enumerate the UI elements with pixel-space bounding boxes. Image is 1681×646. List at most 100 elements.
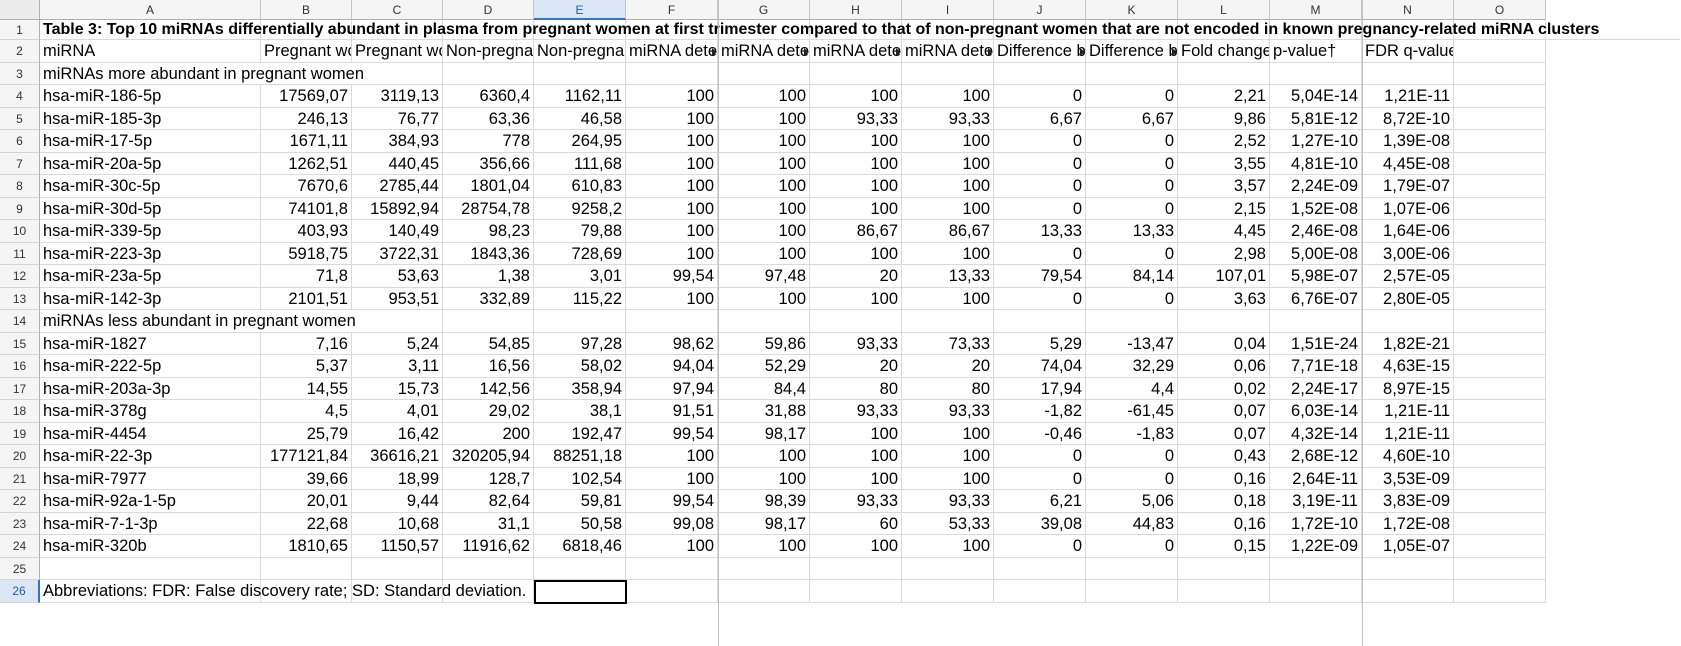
data-cell[interactable]: 98,62 [626,332,718,355]
data-cell[interactable]: 0 [1086,287,1178,310]
mirna-name[interactable]: hsa-miR-339-5p [40,220,261,243]
row-header-1[interactable]: 1 [0,20,40,40]
data-cell[interactable]: 1,39E-08 [1362,130,1454,153]
data-cell[interactable]: 94,04 [626,355,718,378]
grid-cell[interactable] [1454,287,1546,310]
grid-cell[interactable] [1086,557,1178,580]
data-cell[interactable]: 0,02 [1178,377,1270,400]
data-cell[interactable]: 9,86 [1178,107,1270,130]
data-cell[interactable]: 97,28 [534,332,626,355]
data-cell[interactable]: 58,02 [534,355,626,378]
column-header-b[interactable]: B [261,0,352,20]
section-label-less-abundant[interactable]: miRNAs less abundant in pregnant women [40,310,370,333]
data-cell[interactable]: 39,08 [994,512,1086,535]
data-cell[interactable]: 1,05E-07 [1362,535,1454,558]
column-header-f[interactable]: F [626,0,718,20]
data-cell[interactable]: 0 [1086,445,1178,468]
data-cell[interactable]: 1671,11 [261,130,352,153]
data-cell[interactable]: 115,22 [534,287,626,310]
data-cell[interactable]: 74101,8 [261,197,352,220]
data-cell[interactable]: 86,67 [810,220,902,243]
data-cell[interactable]: 3,19E-11 [1270,490,1362,513]
row-header-4[interactable]: 4 [0,85,40,108]
data-cell[interactable]: 100 [718,175,810,198]
column-heading-6[interactable]: miRNA dete [626,40,718,63]
data-cell[interactable]: 100 [718,445,810,468]
mirna-name[interactable]: hsa-miR-7977 [40,467,261,490]
data-cell[interactable]: 0,16 [1178,512,1270,535]
data-cell[interactable]: 102,54 [534,467,626,490]
data-cell[interactable]: 0 [1086,242,1178,265]
data-cell[interactable]: 97,48 [718,265,810,288]
data-cell[interactable]: 2,46E-08 [1270,220,1362,243]
data-cell[interactable]: 100 [718,197,810,220]
data-cell[interactable]: 332,89 [443,287,534,310]
grid-cell[interactable] [626,62,718,85]
data-cell[interactable]: 25,79 [261,422,352,445]
data-cell[interactable]: 7670,6 [261,175,352,198]
data-cell[interactable]: 93,33 [902,107,994,130]
grid-cell[interactable] [1178,557,1270,580]
data-cell[interactable]: 11916,62 [443,535,534,558]
data-cell[interactable]: 28754,78 [443,197,534,220]
data-cell[interactable]: 4,45 [1178,220,1270,243]
grid-cell[interactable] [1454,40,1546,63]
grid-cell[interactable] [534,310,626,333]
data-cell[interactable]: 22,68 [261,512,352,535]
data-cell[interactable]: 100 [626,152,718,175]
column-heading-11[interactable]: Difference b [1086,40,1178,63]
column-header-e[interactable]: E [534,0,626,20]
data-cell[interactable]: 1,21E-11 [1362,422,1454,445]
data-cell[interactable]: 358,94 [534,377,626,400]
column-header-m[interactable]: M [1270,0,1362,20]
column-header-a[interactable]: A [40,0,261,20]
data-cell[interactable]: 5,29 [994,332,1086,355]
data-cell[interactable]: -0,46 [994,422,1086,445]
data-cell[interactable]: 86,67 [902,220,994,243]
mirna-name[interactable]: hsa-miR-223-3p [40,242,261,265]
data-cell[interactable]: 4,45E-08 [1362,152,1454,175]
data-cell[interactable]: 0,15 [1178,535,1270,558]
data-cell[interactable]: 100 [810,535,902,558]
grid-cell[interactable] [626,310,718,333]
mirna-name[interactable]: hsa-miR-222-5p [40,355,261,378]
grid-cell[interactable] [902,557,994,580]
row-header-21[interactable]: 21 [0,467,40,490]
column-heading-10[interactable]: Difference b [994,40,1086,63]
grid-cell[interactable] [1454,422,1546,445]
data-cell[interactable]: 100 [810,467,902,490]
data-cell[interactable]: 0 [1086,152,1178,175]
data-cell[interactable]: 778 [443,130,534,153]
grid-cell[interactable] [1454,377,1546,400]
grid-cell[interactable] [1454,220,1546,243]
data-cell[interactable]: 93,33 [810,400,902,423]
data-cell[interactable]: 6360,4 [443,85,534,108]
data-cell[interactable]: 610,83 [534,175,626,198]
data-cell[interactable]: 32,29 [1086,355,1178,378]
data-cell[interactable]: 0 [994,152,1086,175]
data-cell[interactable]: 953,51 [352,287,443,310]
column-header-d[interactable]: D [443,0,534,20]
data-cell[interactable]: 100 [810,422,902,445]
grid-cell[interactable] [1178,62,1270,85]
data-cell[interactable]: 100 [626,197,718,220]
data-cell[interactable]: 4,4 [1086,377,1178,400]
mirna-name[interactable]: hsa-miR-20a-5p [40,152,261,175]
data-cell[interactable]: 100 [810,242,902,265]
column-header-l[interactable]: L [1178,0,1270,20]
data-cell[interactable]: 5,98E-07 [1270,265,1362,288]
row-header-22[interactable]: 22 [0,490,40,513]
data-cell[interactable]: 111,68 [534,152,626,175]
data-cell[interactable]: 100 [810,445,902,468]
grid-cell[interactable] [1086,310,1178,333]
data-cell[interactable]: 5,00E-08 [1270,242,1362,265]
data-cell[interactable]: 2,24E-17 [1270,377,1362,400]
grid-cell[interactable] [261,557,352,580]
data-cell[interactable]: 100 [902,197,994,220]
row-header-2[interactable]: 2 [0,40,40,63]
column-header-o[interactable]: O [1454,0,1546,20]
mirna-name[interactable]: hsa-miR-142-3p [40,287,261,310]
data-cell[interactable]: 2,80E-05 [1362,287,1454,310]
column-heading-14[interactable]: FDR q-value† [1362,40,1454,63]
data-cell[interactable]: 2101,51 [261,287,352,310]
